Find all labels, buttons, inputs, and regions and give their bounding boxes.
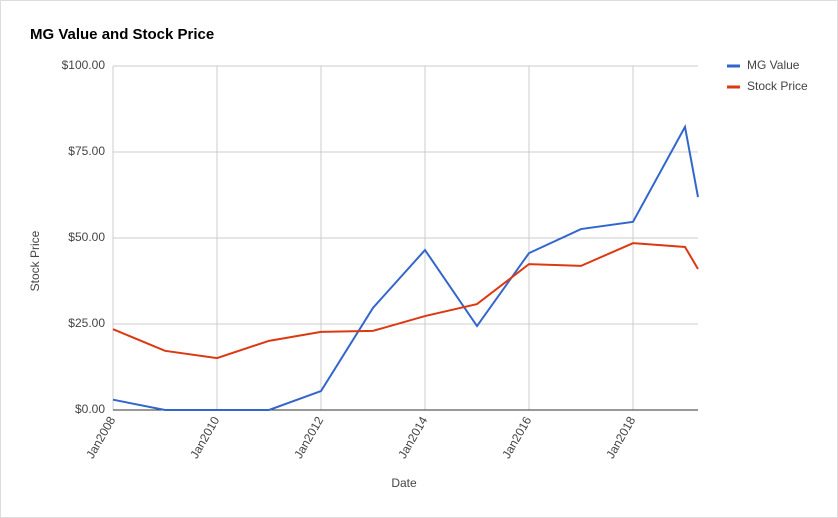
- y-tick-label: $100.00: [62, 58, 106, 72]
- y-tick-label: $50.00: [68, 230, 105, 244]
- x-axis-title: Date: [391, 476, 417, 490]
- line-series: [112, 242, 699, 360]
- y-tick-label: $0.00: [75, 402, 105, 416]
- legend-label: Stock Price: [747, 79, 808, 93]
- legend-label: MG Value: [747, 58, 800, 72]
- y-axis-title: Stock Price: [28, 230, 42, 291]
- y-tick-label: $25.00: [68, 316, 105, 330]
- line-series: [112, 123, 699, 411]
- chart-title: MG Value and Stock Price: [30, 26, 214, 43]
- y-tick-label: $75.00: [68, 144, 105, 158]
